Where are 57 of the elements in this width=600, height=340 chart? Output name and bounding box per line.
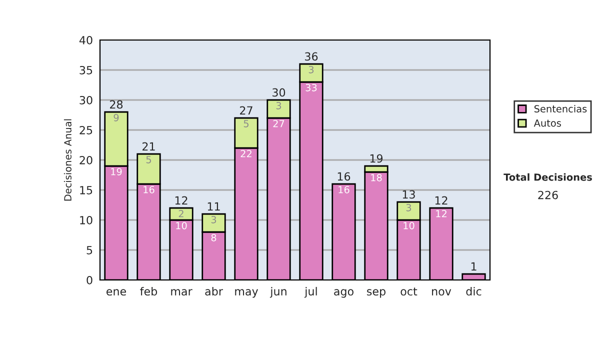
total-label: 11	[208, 202, 220, 210]
y-tick-label: 15	[80, 186, 92, 194]
total-label: 28	[110, 100, 123, 109]
total-label: 36	[305, 52, 318, 61]
data-label: 16	[144, 186, 154, 194]
total-label: 1	[471, 262, 476, 270]
data-label: 27	[273, 120, 284, 128]
total-label: 16	[338, 172, 350, 181]
x-tick-label: sep	[367, 289, 386, 298]
data-label: 5	[244, 120, 248, 128]
legend-label: Sentencias	[534, 104, 587, 112]
data-label: 3	[211, 216, 216, 224]
y-axis-title: Decisiones Anual	[64, 119, 72, 201]
data-label: 2	[178, 210, 184, 218]
text: 226	[538, 190, 558, 200]
x-tick-label: may	[235, 289, 258, 298]
data-label: 5	[146, 156, 151, 164]
total-label: 12	[435, 196, 448, 204]
y-tick-label: 10	[80, 216, 92, 224]
data-label: 10	[176, 222, 187, 230]
total-label: 21	[142, 142, 155, 150]
data-label: 3	[308, 66, 314, 74]
total-label: 19	[370, 154, 383, 163]
x-tick-label: jul	[304, 286, 317, 298]
y-tick-label: 35	[80, 66, 92, 74]
data-label: 33	[306, 84, 317, 92]
y-tick-label: 25	[80, 126, 92, 134]
legend-label: Autos	[534, 120, 561, 127]
y-tick-label: 40	[79, 36, 92, 44]
data-label: 3	[406, 204, 412, 212]
data-label: 10	[404, 222, 414, 230]
data-label: 16	[338, 186, 350, 194]
x-tick-label: feb	[140, 286, 158, 296]
total-label: 12	[175, 196, 188, 204]
x-tick-label: abr	[205, 286, 223, 296]
x-tick-label: nov	[432, 289, 452, 296]
text: Total Decisiones	[504, 173, 592, 181]
y-tick-label: 30	[80, 96, 92, 104]
data-label: 18	[371, 174, 382, 182]
data-label: 22	[240, 150, 252, 158]
total-label: 30	[272, 88, 286, 97]
total-label: 13	[402, 190, 415, 199]
data-label: 8	[211, 234, 216, 242]
x-tick-label: jun	[270, 286, 286, 298]
y-tick-label: 0	[86, 276, 92, 284]
x-tick-label: oct	[400, 288, 418, 296]
total-label: 27	[240, 106, 252, 114]
data-label: 3	[276, 102, 282, 110]
data-label: 9	[114, 114, 119, 122]
y-tick-label: 20	[80, 156, 92, 164]
data-label: 12	[436, 210, 446, 218]
x-tick-label: dic	[466, 286, 482, 296]
x-tick-label: ago	[334, 289, 354, 298]
y-tick-label: 5	[86, 246, 92, 254]
data-label: 19	[111, 168, 122, 176]
x-tick-label: ene	[106, 289, 126, 296]
x-tick-label: mar	[171, 289, 192, 296]
